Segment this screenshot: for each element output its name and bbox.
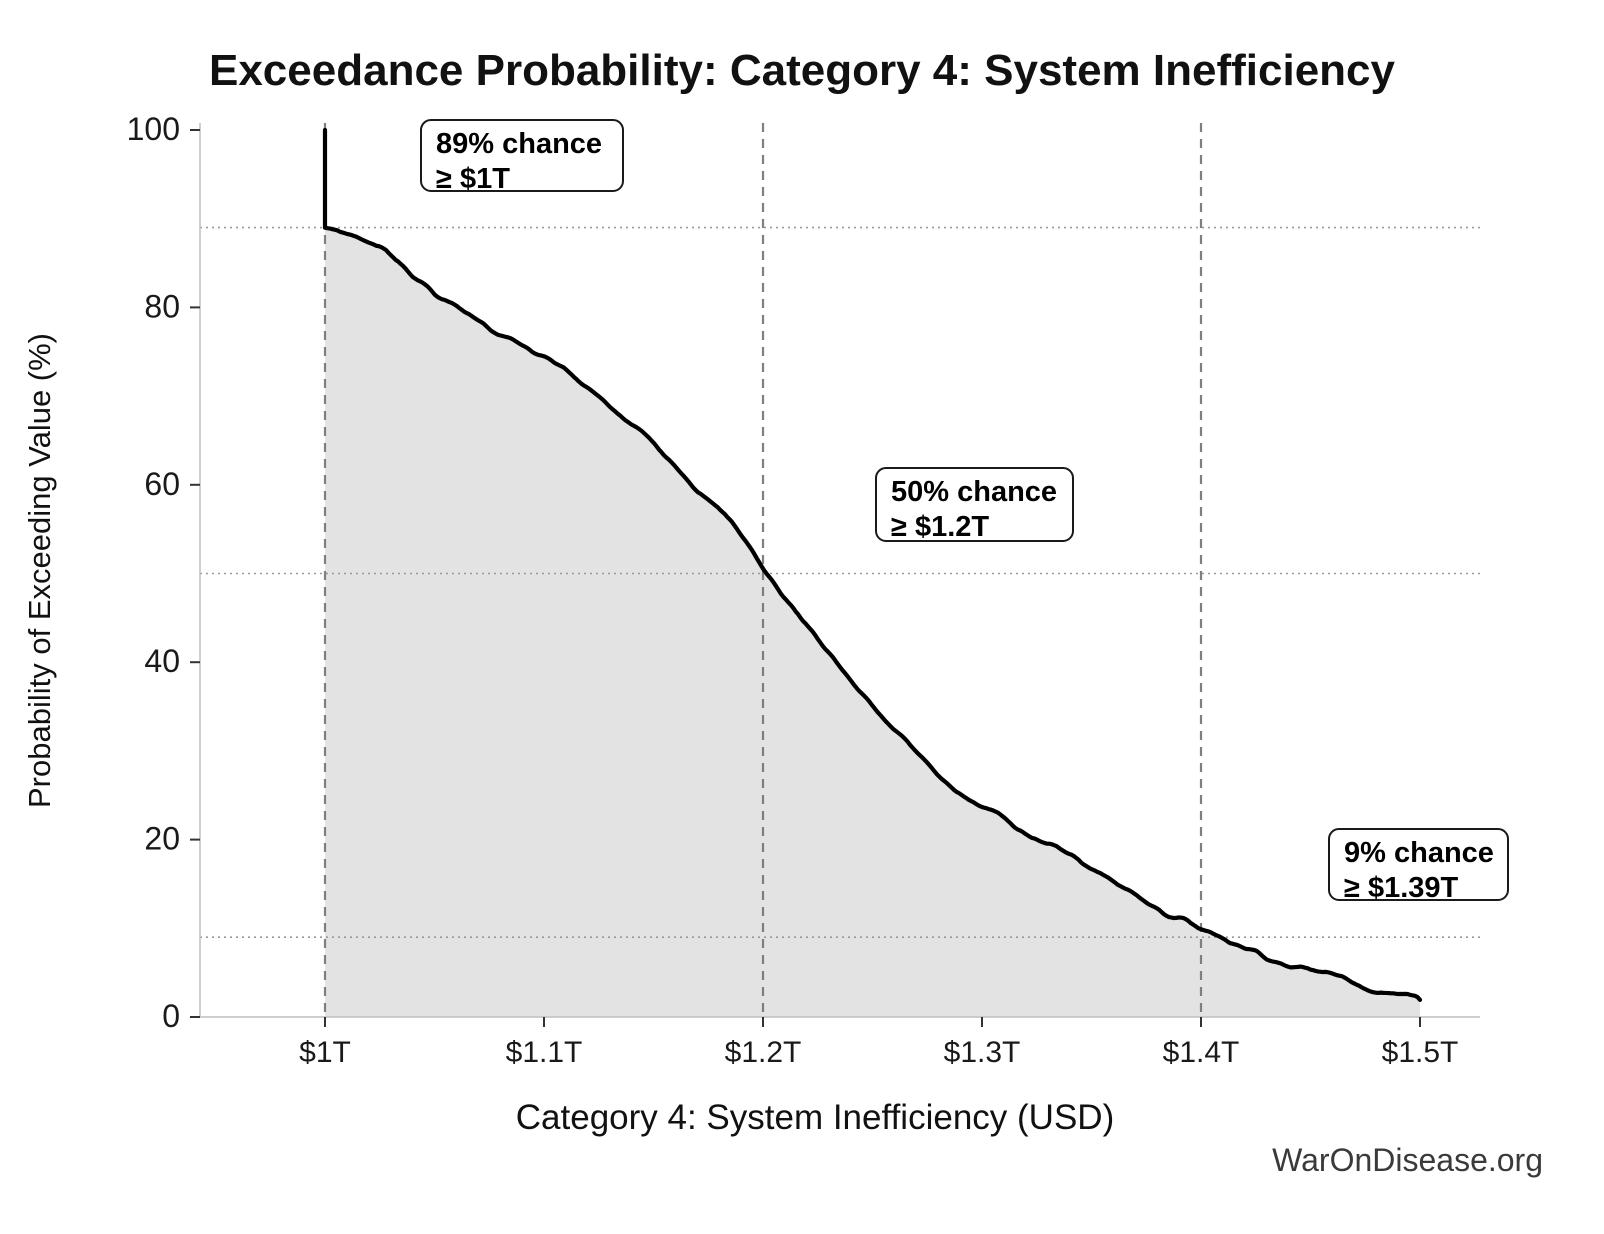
- svg-text:$1.2T: $1.2T: [725, 1036, 802, 1069]
- svg-text:$1.4T: $1.4T: [1163, 1036, 1240, 1069]
- svg-text:20: 20: [144, 821, 180, 857]
- svg-text:80: 80: [144, 288, 180, 324]
- svg-text:60: 60: [144, 466, 180, 502]
- svg-text:40: 40: [144, 643, 180, 679]
- svg-text:100: 100: [127, 111, 180, 147]
- svg-text:$1T: $1T: [299, 1036, 351, 1069]
- svg-text:0: 0: [162, 998, 180, 1034]
- svg-text:$1.5T: $1.5T: [1382, 1036, 1459, 1069]
- svg-text:$1.3T: $1.3T: [944, 1036, 1021, 1069]
- svg-text:$1.1T: $1.1T: [506, 1036, 583, 1069]
